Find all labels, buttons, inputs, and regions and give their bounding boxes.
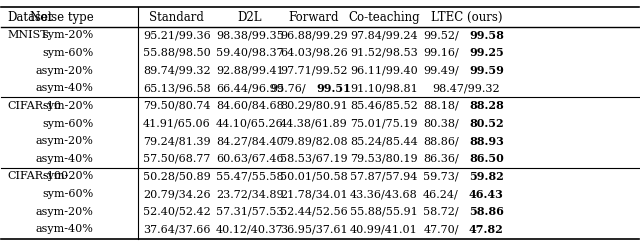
Text: 40.12/40.37: 40.12/40.37 xyxy=(216,225,284,234)
Text: 99.52/: 99.52/ xyxy=(423,30,459,40)
Text: Standard: Standard xyxy=(149,11,204,24)
Text: 44.38/61.89: 44.38/61.89 xyxy=(280,119,348,128)
Text: sym-60%: sym-60% xyxy=(42,119,94,128)
Text: 46.43: 46.43 xyxy=(469,189,504,200)
Text: 91.52/98.53: 91.52/98.53 xyxy=(350,48,417,58)
Text: 59.82: 59.82 xyxy=(469,171,504,182)
Text: 98.47/99.32: 98.47/99.32 xyxy=(433,83,500,93)
Text: 21.78/34.01: 21.78/34.01 xyxy=(280,189,348,199)
Text: 37.64/37.66: 37.64/37.66 xyxy=(143,225,211,234)
Text: Co-teaching: Co-teaching xyxy=(348,11,420,24)
Text: 46.24/: 46.24/ xyxy=(423,189,459,199)
Text: 59.73/: 59.73/ xyxy=(423,171,459,182)
Text: 86.50: 86.50 xyxy=(469,153,504,164)
Text: 80.38/: 80.38/ xyxy=(423,119,459,128)
Text: Noise type: Noise type xyxy=(30,11,94,24)
Text: 57.31/57.53: 57.31/57.53 xyxy=(216,207,284,217)
Text: 98.38/99.35: 98.38/99.35 xyxy=(216,30,284,40)
Text: 52.40/52.42: 52.40/52.42 xyxy=(143,207,211,217)
Text: Forward: Forward xyxy=(289,11,339,24)
Text: 79.89/82.08: 79.89/82.08 xyxy=(280,136,348,146)
Text: 84.27/84.40: 84.27/84.40 xyxy=(216,136,284,146)
Text: asym-40%: asym-40% xyxy=(36,83,94,93)
Text: 91.10/98.81: 91.10/98.81 xyxy=(350,83,417,93)
Text: asym-20%: asym-20% xyxy=(36,136,94,146)
Text: sym-20%: sym-20% xyxy=(42,30,94,40)
Text: CIFAR-10: CIFAR-10 xyxy=(8,101,62,111)
Text: 97.84/99.24: 97.84/99.24 xyxy=(350,30,417,40)
Text: 44.10/65.26: 44.10/65.26 xyxy=(216,119,284,128)
Text: 50.01/50.58: 50.01/50.58 xyxy=(280,171,348,182)
Text: 65.13/96.58: 65.13/96.58 xyxy=(143,83,211,93)
Text: sym-60%: sym-60% xyxy=(42,189,94,199)
Text: LTEC (ours): LTEC (ours) xyxy=(431,11,502,24)
Text: 95.76/: 95.76/ xyxy=(270,83,306,93)
Text: 47.82: 47.82 xyxy=(469,224,504,235)
Text: 55.47/55.58: 55.47/55.58 xyxy=(216,171,284,182)
Text: 41.91/65.06: 41.91/65.06 xyxy=(143,119,211,128)
Text: 58.72/: 58.72/ xyxy=(423,207,459,217)
Text: 86.36/: 86.36/ xyxy=(423,154,459,164)
Text: 58.86: 58.86 xyxy=(469,206,504,217)
Text: D2L: D2L xyxy=(237,11,262,24)
Text: 84.60/84.68: 84.60/84.68 xyxy=(216,101,284,111)
Text: CIFAR-100: CIFAR-100 xyxy=(8,171,69,182)
Text: 79.53/80.19: 79.53/80.19 xyxy=(350,154,417,164)
Text: sym-20%: sym-20% xyxy=(42,171,94,182)
Text: 66.44/96.99: 66.44/96.99 xyxy=(216,83,284,93)
Text: 60.63/67.46: 60.63/67.46 xyxy=(216,154,284,164)
Text: 50.28/50.89: 50.28/50.89 xyxy=(143,171,211,182)
Text: 59.40/98.37: 59.40/98.37 xyxy=(216,48,284,58)
Text: 96.11/99.40: 96.11/99.40 xyxy=(350,65,417,76)
Text: 55.88/55.91: 55.88/55.91 xyxy=(350,207,417,217)
Text: 88.93: 88.93 xyxy=(469,136,504,147)
Text: 99.59: 99.59 xyxy=(469,65,504,76)
Text: sym-60%: sym-60% xyxy=(42,48,94,58)
Text: 99.49/: 99.49/ xyxy=(423,65,459,76)
Text: 58.53/67.19: 58.53/67.19 xyxy=(280,154,348,164)
Text: 64.03/98.26: 64.03/98.26 xyxy=(280,48,348,58)
Text: asym-20%: asym-20% xyxy=(36,65,94,76)
Text: asym-40%: asym-40% xyxy=(36,154,94,164)
Text: 99.51: 99.51 xyxy=(316,83,351,94)
Text: 88.28: 88.28 xyxy=(469,100,504,111)
Text: 88.18/: 88.18/ xyxy=(423,101,459,111)
Text: 85.46/85.52: 85.46/85.52 xyxy=(350,101,417,111)
Text: 57.87/57.94: 57.87/57.94 xyxy=(350,171,417,182)
Text: 79.50/80.74: 79.50/80.74 xyxy=(143,101,211,111)
Text: 47.70/: 47.70/ xyxy=(423,225,459,234)
Text: 20.79/34.26: 20.79/34.26 xyxy=(143,189,211,199)
Text: 99.58: 99.58 xyxy=(469,30,504,41)
Text: 40.99/41.01: 40.99/41.01 xyxy=(350,225,417,234)
Text: Dataset: Dataset xyxy=(8,11,53,24)
Text: 92.88/99.41: 92.88/99.41 xyxy=(216,65,284,76)
Text: 99.25: 99.25 xyxy=(469,47,504,58)
Text: 57.50/68.77: 57.50/68.77 xyxy=(143,154,211,164)
Text: 85.24/85.44: 85.24/85.44 xyxy=(350,136,417,146)
Text: 80.52: 80.52 xyxy=(469,118,504,129)
Text: 79.24/81.39: 79.24/81.39 xyxy=(143,136,211,146)
Text: 99.16/: 99.16/ xyxy=(423,48,459,58)
Text: 36.95/37.61: 36.95/37.61 xyxy=(280,225,348,234)
Text: 96.88/99.29: 96.88/99.29 xyxy=(280,30,348,40)
Text: 89.74/99.32: 89.74/99.32 xyxy=(143,65,211,76)
Text: 23.72/34.89: 23.72/34.89 xyxy=(216,189,284,199)
Text: 97.71/99.52: 97.71/99.52 xyxy=(280,65,348,76)
Text: asym-40%: asym-40% xyxy=(36,225,94,234)
Text: sym-20%: sym-20% xyxy=(42,101,94,111)
Text: 55.88/98.50: 55.88/98.50 xyxy=(143,48,211,58)
Text: 95.21/99.36: 95.21/99.36 xyxy=(143,30,211,40)
Text: asym-20%: asym-20% xyxy=(36,207,94,217)
Text: 75.01/75.19: 75.01/75.19 xyxy=(350,119,417,128)
Text: MNIST: MNIST xyxy=(8,30,49,40)
Text: 80.29/80.91: 80.29/80.91 xyxy=(280,101,348,111)
Text: 88.86/: 88.86/ xyxy=(423,136,459,146)
Text: 43.36/43.68: 43.36/43.68 xyxy=(350,189,417,199)
Text: 52.44/52.56: 52.44/52.56 xyxy=(280,207,348,217)
